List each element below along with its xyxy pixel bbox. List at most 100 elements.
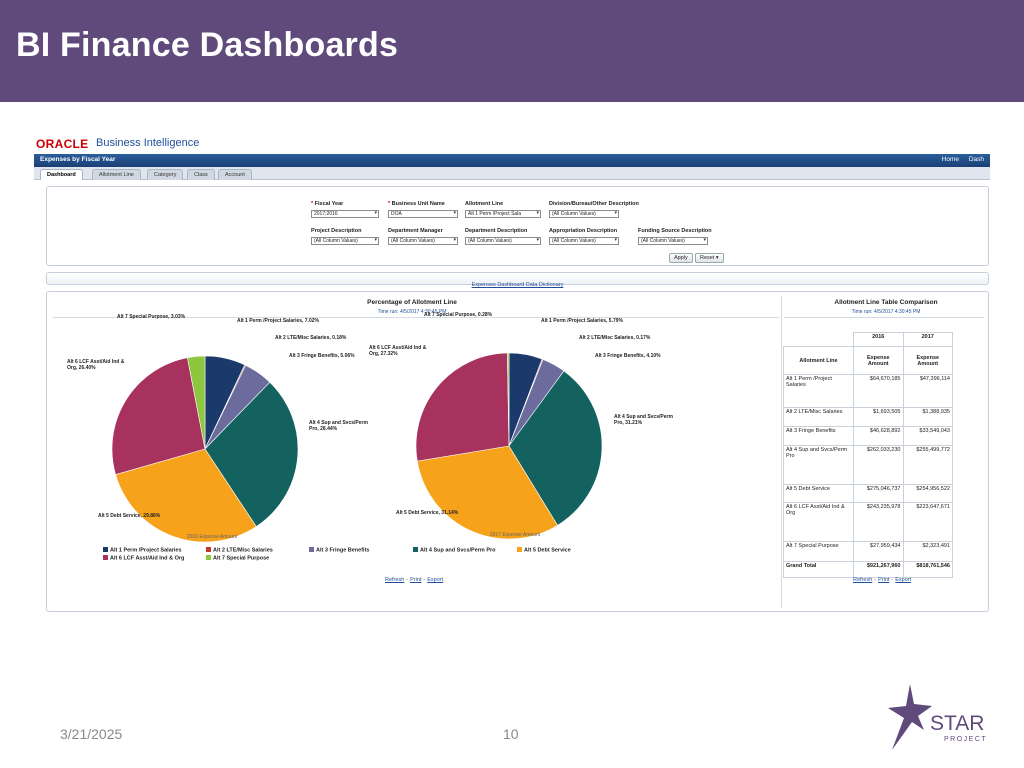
nav-dashboards-link[interactable]: Dash (968, 156, 984, 163)
reset-button[interactable]: Reset ▾ (695, 253, 724, 263)
legend-alt6: Alt 6 LCF Asst/Aid Ind & Org (103, 555, 184, 562)
export-link[interactable]: Export (895, 577, 912, 583)
table-row: Alt 3 Fringe Benefits $46,628,892 $33,549,… (783, 426, 953, 446)
pie2017-label-alt7: Alt 7 Special Purpose, 0.28% (424, 312, 493, 318)
table-row: Alt 7 Special Purpose $27,959,434 $2,323,4… (783, 541, 953, 562)
pie-2017-slice-alt5[interactable] (416, 445, 558, 540)
prompt-label: Fiscal Year (314, 201, 344, 207)
table-section-time: Time run: 4/5/2017 4:30:45 PM (851, 309, 921, 315)
appropriation-select[interactable]: (All Column Values) (549, 237, 619, 245)
table-row: Alt 2 LTE/Misc Salaries $1,693,505 $1,388,… (783, 407, 953, 427)
star-icon (888, 684, 932, 750)
nav-links: Home Dash (934, 156, 984, 163)
pie2017-label-alt2: Alt 2 LTE/Misc Salaries, 0.17% (579, 335, 651, 341)
table-row: Alt 5 Debt Service $275,046,737 $254,956,5… (783, 484, 953, 503)
obi-screenshot: ORACLE Business Intelligence Expenses by… (34, 132, 990, 616)
pie2017-label-alt3: Alt 3 Fringe Benefits, 4.10% (595, 353, 661, 359)
pie-2016-slice-alt7[interactable] (187, 355, 206, 450)
legend-alt2: Alt 2 LTE/Misc Salaries (206, 547, 273, 554)
table-footer-links: Refresh - Print - Export (853, 577, 912, 583)
tab-allotment-line[interactable]: Allotment Line (92, 169, 141, 180)
prompt-label: Division/Bureau/Other Description (549, 201, 639, 207)
pie2016-caption: 2016 Expense Amount (186, 534, 238, 540)
prompt-label: Business Unit Name (391, 201, 445, 207)
col-2017: 2017 (902, 332, 953, 347)
prompt-funding-source: Funding Source Description (All Column V… (638, 228, 712, 245)
pie-2017-slice-alt6[interactable] (415, 352, 510, 462)
project-description-select[interactable]: (All Column Values) (311, 237, 379, 245)
prompt-department-description: Department Description (All Column Value… (465, 228, 541, 245)
division-select[interactable]: (All Column Values) (549, 210, 619, 218)
table-row: Alt 6 LCF Asst/Aid Ind & Org $243,235,978… (783, 502, 953, 542)
allotment-line-select[interactable]: Alt 1 Perm /Project Sala (465, 210, 541, 218)
pie2016-label-alt2: Alt 2 LTE/Misc Salaries, 0.18% (275, 335, 347, 341)
col-2016: 2016 (853, 332, 904, 347)
pie-2017-slice-alt7[interactable] (507, 352, 510, 447)
refresh-link[interactable]: Refresh (853, 577, 873, 583)
legend-alt7: Alt 7 Special Purpose (206, 555, 269, 562)
pie2017-caption: 2017 Expense Amount (489, 532, 541, 538)
legend-alt3: Alt 3 Fringe Benefits (309, 547, 369, 554)
table-total-row: Grand Total $921,267,960 $818,761,546 (783, 561, 953, 578)
prompt-division: Division/Bureau/Other Description (All C… (549, 201, 639, 218)
pie2017-label-alt1: Alt 1 Perm /Project Salaries, 5.79% (541, 318, 623, 324)
prompt-label: Department Manager (388, 228, 443, 234)
prompt-label: Allotment Line (465, 201, 504, 207)
prompt-project-description: Project Description (All Column Values) (311, 228, 379, 245)
dashboard-name: Expenses by Fiscal Year (40, 156, 116, 163)
tab-dashboard[interactable]: Dashboard (40, 169, 83, 180)
bi-product-name: Business Intelligence (96, 137, 200, 149)
pie-2016-slice-alt6[interactable] (111, 357, 206, 475)
data-dictionary-link[interactable]: Expenses Dashboard Data Dictionary (471, 282, 564, 288)
department-manager-select[interactable]: (All Column Values) (388, 237, 458, 245)
col-allotment-line: Allotment Line (783, 346, 854, 375)
table-header-years: 2016 2017 (784, 332, 953, 347)
pie-section-title: Percentage of Allotment Line (367, 299, 457, 306)
prompt-business-unit: * Business Unit Name DOA (388, 201, 458, 218)
pie-charts (111, 352, 603, 543)
tab-account[interactable]: Account (218, 169, 252, 180)
legend-alt5: Alt 5 Debt Service (517, 547, 571, 554)
content-panel: Percentage of Allotment Line Time run: 4… (46, 291, 989, 612)
section-vdivider (781, 296, 782, 608)
col-expense-2017: Expense Amount (902, 346, 953, 375)
title-band: BI Finance Dashboards (0, 0, 1024, 102)
prompt-fiscal-year: * Fiscal Year 2017;2016 (311, 201, 379, 218)
data-dictionary-bar: Expenses Dashboard Data Dictionary (46, 272, 989, 288)
logo-sub: PROJECT (944, 736, 987, 743)
pie-footer-links: Refresh - Print - Export (385, 577, 444, 583)
pie-2016-slice-alt4[interactable] (204, 381, 299, 527)
table-row: Alt 1 Perm /Project Salaries $64,670,185 $… (783, 374, 953, 408)
slide-title: BI Finance Dashboards (16, 26, 399, 64)
oracle-logo: ORACLE (36, 137, 89, 151)
star-project-logo: STAR PROJECT (888, 684, 987, 750)
funding-source-select[interactable]: (All Column Values) (638, 237, 708, 245)
section-divider (53, 317, 779, 318)
comparison-table: 2016 2017 Allotment Line Expense Amount … (783, 332, 953, 578)
pie-2016-slice-alt5[interactable] (115, 448, 257, 543)
tab-category[interactable]: Category (147, 169, 184, 180)
table-header: Allotment Line Expense Amount Expense Am… (783, 346, 953, 375)
prompt-label: Funding Source Description (638, 228, 712, 234)
business-unit-select[interactable]: DOA (388, 210, 458, 218)
pie-2017-slice-alt4[interactable] (508, 370, 603, 526)
slide-date: 3/21/2025 (60, 726, 123, 742)
print-link[interactable]: Print (878, 577, 890, 583)
fiscal-year-select[interactable]: 2017;2016 (311, 210, 379, 218)
apply-button[interactable]: Apply (669, 253, 693, 263)
export-link[interactable]: Export (427, 577, 444, 583)
tab-bar: Dashboard Allotment Line Category Class … (34, 167, 990, 180)
pie2016-label-alt4: Alt 4 Sup and Svcs/Perm Pro, 28.44% (309, 420, 368, 432)
dashboard-navbar: Expenses by Fiscal Year Home Dash (34, 154, 990, 167)
dashboard-prompts: * Fiscal Year 2017;2016 * Business Unit … (46, 186, 989, 266)
refresh-link[interactable]: Refresh (385, 577, 405, 583)
prompt-label: Project Description (311, 228, 362, 234)
department-description-select[interactable]: (All Column Values) (465, 237, 541, 245)
tab-class[interactable]: Class (187, 169, 215, 180)
nav-home-link[interactable]: Home (941, 156, 959, 163)
pie-section-time: Time run: 4/5/2017 4:30:45 PM (377, 309, 447, 315)
print-link[interactable]: Print (410, 577, 422, 583)
table-section-title: Allotment Line Table Comparison (834, 299, 938, 306)
pie2016-label-alt5: Alt 5 Debt Service, 29.86% (98, 513, 161, 519)
